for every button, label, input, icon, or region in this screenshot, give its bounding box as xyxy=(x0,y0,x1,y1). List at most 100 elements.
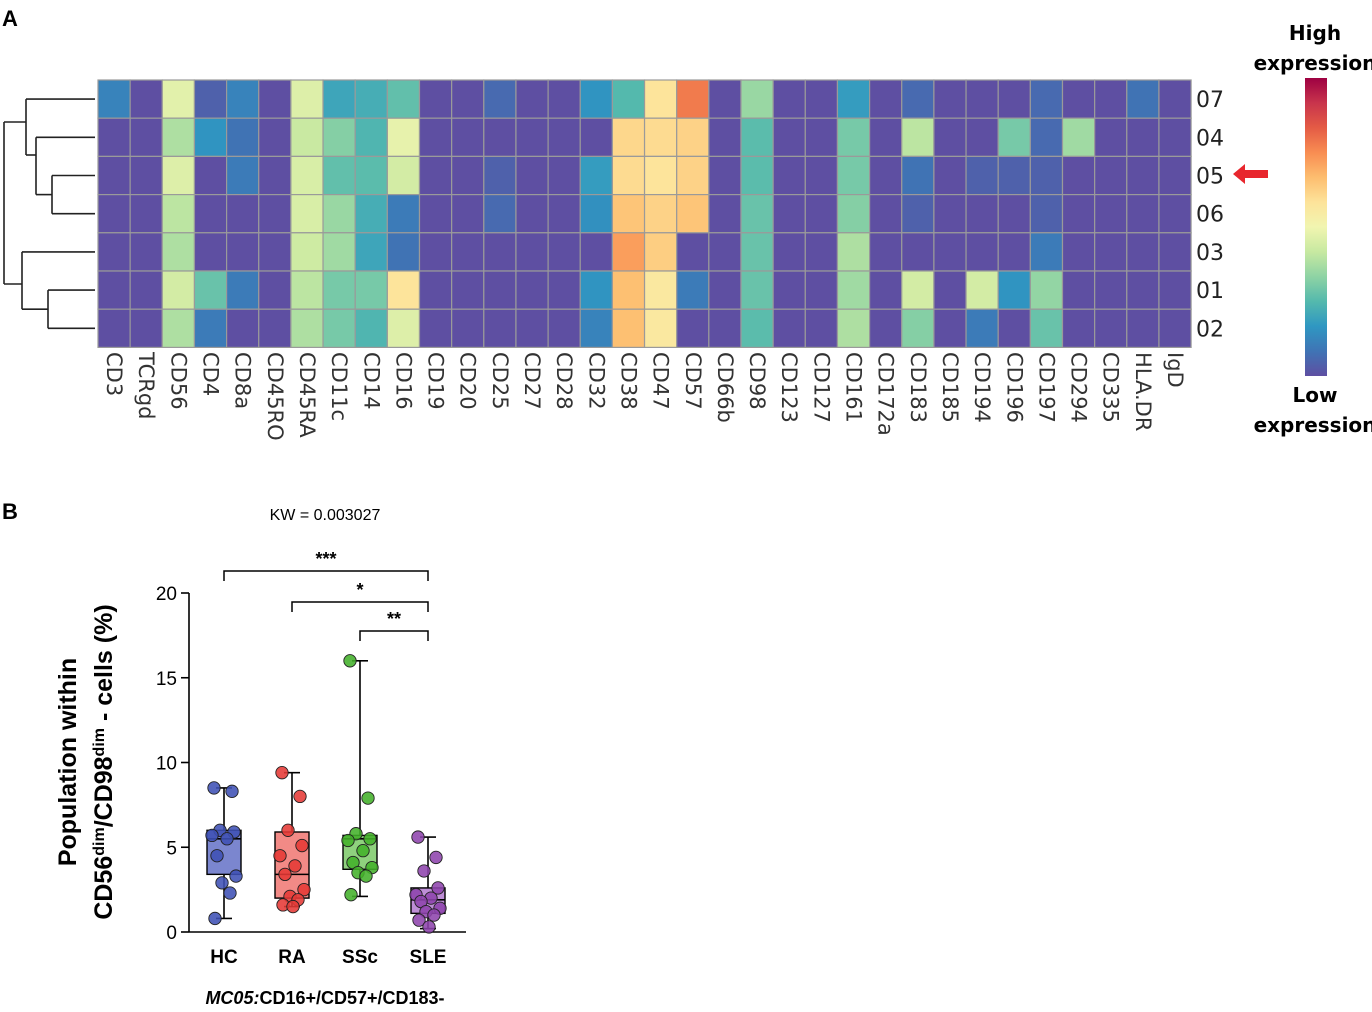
heatmap-cell xyxy=(933,117,967,157)
heatmap-cell xyxy=(868,308,903,349)
data-point xyxy=(422,920,436,934)
panel-a-label: A xyxy=(2,6,18,31)
heatmap-cell xyxy=(129,194,163,234)
heatmap-cell xyxy=(579,270,614,310)
heatmap-cell xyxy=(322,194,356,234)
heatmap-cell xyxy=(322,79,356,119)
heatmap-cell xyxy=(483,232,517,272)
marker-label: CD123 xyxy=(777,352,801,423)
data-point xyxy=(275,766,289,780)
heatmap-cell xyxy=(868,117,903,157)
heatmap-cell xyxy=(1126,270,1160,310)
cluster-label: 05 xyxy=(1196,165,1224,190)
heatmap-cell xyxy=(611,270,646,310)
heatmap-cell xyxy=(418,232,453,272)
heatmap-cell xyxy=(386,155,421,196)
heatmap-cell xyxy=(708,232,742,272)
marker-label: CD294 xyxy=(1067,352,1091,423)
heatmap-cell xyxy=(836,194,871,234)
marker-label: CD172a xyxy=(874,352,898,436)
heatmap-cell xyxy=(547,117,581,157)
x-axis-caption: MC05:CD16+/CD57+/CD183- xyxy=(205,988,444,1008)
caption-phenotype: CD16+/CD57+/CD183- xyxy=(259,988,444,1008)
heatmap-cell xyxy=(901,270,935,310)
y-tick-label: 5 xyxy=(166,838,177,859)
heatmap-cell xyxy=(97,117,131,157)
heatmap-cell xyxy=(933,308,967,349)
heatmap-cell xyxy=(901,308,935,349)
heatmap-cell xyxy=(611,194,646,234)
heatmap-cell xyxy=(290,270,324,310)
heatmap-cell xyxy=(611,308,646,349)
cluster-label: 04 xyxy=(1196,126,1224,151)
colorbar-high-label-2: expression xyxy=(1254,51,1372,75)
heatmap-cell xyxy=(836,117,871,157)
heatmap-cell xyxy=(451,270,485,310)
heatmap-cell xyxy=(515,79,549,119)
marker-label: CD4 xyxy=(199,352,223,396)
cluster-label: 06 xyxy=(1196,203,1224,228)
heatmap-cell xyxy=(226,232,260,272)
heatmap-cell xyxy=(322,270,356,310)
heatmap-cell xyxy=(965,270,999,310)
heatmap-cell xyxy=(97,270,131,310)
marker-label: CD47 xyxy=(649,352,673,410)
heatmap-cell xyxy=(836,232,871,272)
marker-label: CD3 xyxy=(102,352,126,396)
heatmap-cell xyxy=(418,117,453,157)
heatmap-cell xyxy=(643,270,678,310)
heatmap-cell xyxy=(643,194,678,234)
heatmap-cell xyxy=(354,155,388,196)
heatmap-cell xyxy=(901,79,935,119)
heatmap-cell xyxy=(1061,79,1096,119)
marker-label: CD183 xyxy=(906,352,930,423)
heatmap-cell xyxy=(354,194,388,234)
data-point xyxy=(356,843,370,858)
marker-label: CD32 xyxy=(584,352,608,410)
colorbar-low-label-2: expression xyxy=(1254,413,1372,437)
heatmap-cell xyxy=(965,79,999,119)
heatmap-cell xyxy=(676,79,710,119)
heatmap-cell xyxy=(1126,194,1160,234)
bracket-line xyxy=(291,601,429,612)
heatmap-cell xyxy=(676,270,710,310)
category-label: SSc xyxy=(342,947,378,968)
heatmap-cell xyxy=(611,232,646,272)
data-point xyxy=(286,899,300,914)
heatmap-cell xyxy=(836,308,871,349)
significance-bracket: *** xyxy=(223,549,429,581)
heatmap-cell xyxy=(1126,79,1160,119)
heatmap-cells xyxy=(97,79,1192,349)
heatmap-cell xyxy=(901,155,935,196)
heatmap-cell xyxy=(740,270,774,310)
ylab-part-dim1: dim xyxy=(91,827,108,855)
heatmap-cell xyxy=(997,308,1031,349)
heatmap-cell xyxy=(708,117,742,157)
heatmap-cell xyxy=(933,232,967,272)
heatmap-cell xyxy=(579,117,614,157)
heatmap-cell xyxy=(772,194,806,234)
data-point xyxy=(207,781,221,795)
heatmap-cell xyxy=(1029,308,1064,349)
heatmap-cell xyxy=(868,79,903,119)
colorbar xyxy=(1305,78,1327,376)
heatmap-cell xyxy=(386,308,421,349)
heatmap-cell xyxy=(708,155,742,196)
heatmap-cell xyxy=(1158,117,1192,157)
significance-brackets: ****** xyxy=(223,549,429,641)
heatmap-cell xyxy=(451,194,485,234)
marker-label: CD194 xyxy=(970,352,994,423)
heatmap-cell xyxy=(611,79,646,119)
heatmap-cell xyxy=(579,308,614,349)
heatmap-cell xyxy=(226,79,260,119)
heatmap-cell xyxy=(901,232,935,272)
heatmap-cell xyxy=(740,194,774,234)
data-point xyxy=(278,867,292,882)
heatmap-cell xyxy=(483,194,517,234)
heatmap-cell xyxy=(1126,155,1160,196)
y-tick-label: 20 xyxy=(156,584,177,605)
heatmap-cell xyxy=(643,308,678,349)
heatmap-cell xyxy=(740,117,774,157)
heatmap-cell xyxy=(836,270,871,310)
y-tick-label: 10 xyxy=(156,754,177,775)
